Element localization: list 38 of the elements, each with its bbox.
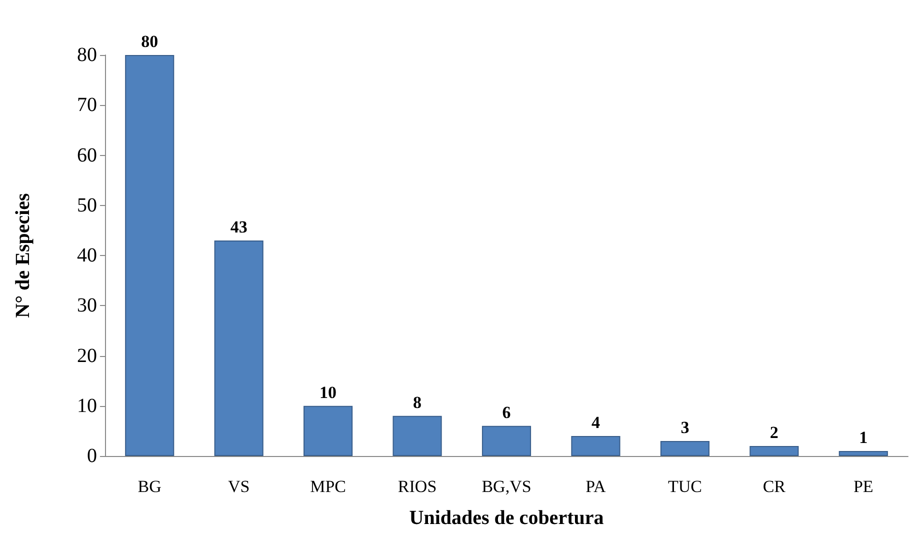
x-tick-label: BG <box>138 477 162 496</box>
x-axis-title: Unidades de cobertura <box>409 507 604 529</box>
data-label: 80 <box>141 32 158 51</box>
bar <box>304 406 353 456</box>
data-label: 10 <box>320 382 337 402</box>
bar <box>482 426 532 456</box>
y-tick-label: 80 <box>77 44 97 66</box>
x-tick-label: PE <box>853 477 874 496</box>
y-tick-label: 70 <box>77 94 97 116</box>
bar <box>750 446 799 456</box>
y-tick-label: 20 <box>77 344 97 367</box>
bar <box>838 450 888 456</box>
bar <box>392 416 442 456</box>
data-label: 43 <box>230 217 248 236</box>
y-tick-label: 40 <box>77 244 97 266</box>
x-tick-label: RIOS <box>398 477 437 496</box>
x-tick-label: MPC <box>310 477 346 496</box>
y-tick-label: 0 <box>87 445 97 467</box>
data-label: 8 <box>413 392 422 412</box>
x-tick-label: TUC <box>668 477 702 496</box>
y-axis-title: N° de Especies <box>12 192 34 318</box>
y-tick-label: 30 <box>77 294 97 317</box>
data-label: 3 <box>680 418 690 437</box>
bar <box>125 55 174 456</box>
bar <box>571 436 620 456</box>
data-label: 1 <box>859 428 868 447</box>
x-tick-label: PA <box>586 477 607 496</box>
data-label: 4 <box>591 412 600 432</box>
bar <box>214 240 264 456</box>
y-tick-label: 50 <box>77 194 97 216</box>
y-tick-label: 60 <box>77 144 97 166</box>
x-tick-label: VS <box>228 477 250 496</box>
bar <box>660 440 710 456</box>
data-label: 6 <box>502 402 511 422</box>
y-tick-label: 10 <box>77 394 97 417</box>
x-tick-label: CR <box>762 477 786 496</box>
x-tick-label: BG,VS <box>482 477 532 496</box>
data-label: 2 <box>770 422 778 442</box>
